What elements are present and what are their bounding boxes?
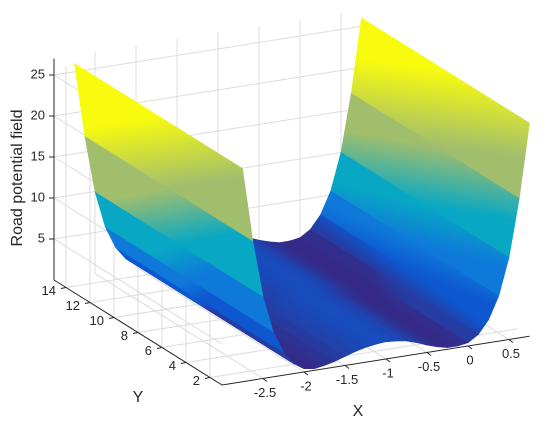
x-tick [508,339,514,343]
x-tick-label: -1.5 [336,372,358,387]
y-tick [156,347,163,349]
x-axis [221,335,530,386]
z-tick-label: 25 [31,66,45,81]
y-axis-label: Y [133,389,144,406]
grid-line [53,25,362,76]
x-tick [426,352,432,356]
grid-line [53,238,223,345]
x-tick-label: 0 [466,352,473,367]
y-tick-label: 4 [169,358,176,373]
y-tick [204,377,211,379]
z-tick-label: 5 [38,230,45,245]
y-tick-label: 10 [90,313,104,328]
x-tick-label: -1 [382,365,394,380]
y-tick-label: 2 [193,373,200,388]
y-tick [84,302,91,304]
y-tick-label: 12 [66,298,80,313]
y-tick [60,287,67,289]
x-tick [262,378,268,382]
z-tick-label: 10 [31,189,45,204]
surface [74,17,530,370]
x-axis-label: X [353,403,364,420]
x-tick [385,358,391,363]
x-tick-label: -2 [300,378,312,393]
x-tick [344,365,350,369]
x-tick-label: -0.5 [418,359,440,374]
x-tick-label: 0.5 [502,346,520,361]
y-tick-label: 14 [42,283,56,298]
z-axis-label: Road potential field [9,110,26,247]
y-tick [108,317,115,319]
y-tick [132,332,139,334]
x-tick-label: -2.5 [254,385,276,400]
y-tick [180,362,187,364]
z-tick-label: 20 [31,107,45,122]
ticks: -2.5 -2 -1.5 -1 -0.5 0 0.5 2 4 6 8 10 12 14 5 10 15 20 25 [31,66,521,400]
x-tick [467,345,473,350]
x-tick [303,371,309,376]
z-tick-label: 15 [31,148,45,163]
y-tick-label: 8 [121,328,128,343]
y-tick-label: 6 [145,343,152,358]
surface-patch [74,62,254,242]
